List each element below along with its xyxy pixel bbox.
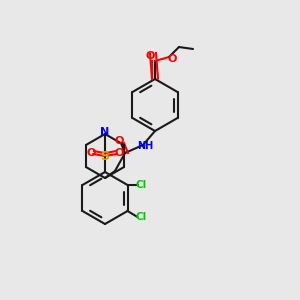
Text: N: N xyxy=(100,127,109,137)
Text: NH: NH xyxy=(137,141,153,151)
Text: S: S xyxy=(100,149,109,163)
Text: O: O xyxy=(86,148,96,158)
Text: O: O xyxy=(114,148,124,158)
Text: Cl: Cl xyxy=(136,212,147,222)
Text: O: O xyxy=(145,51,155,61)
Text: O: O xyxy=(114,136,124,146)
Text: Cl: Cl xyxy=(136,180,147,190)
Text: O: O xyxy=(167,54,177,64)
